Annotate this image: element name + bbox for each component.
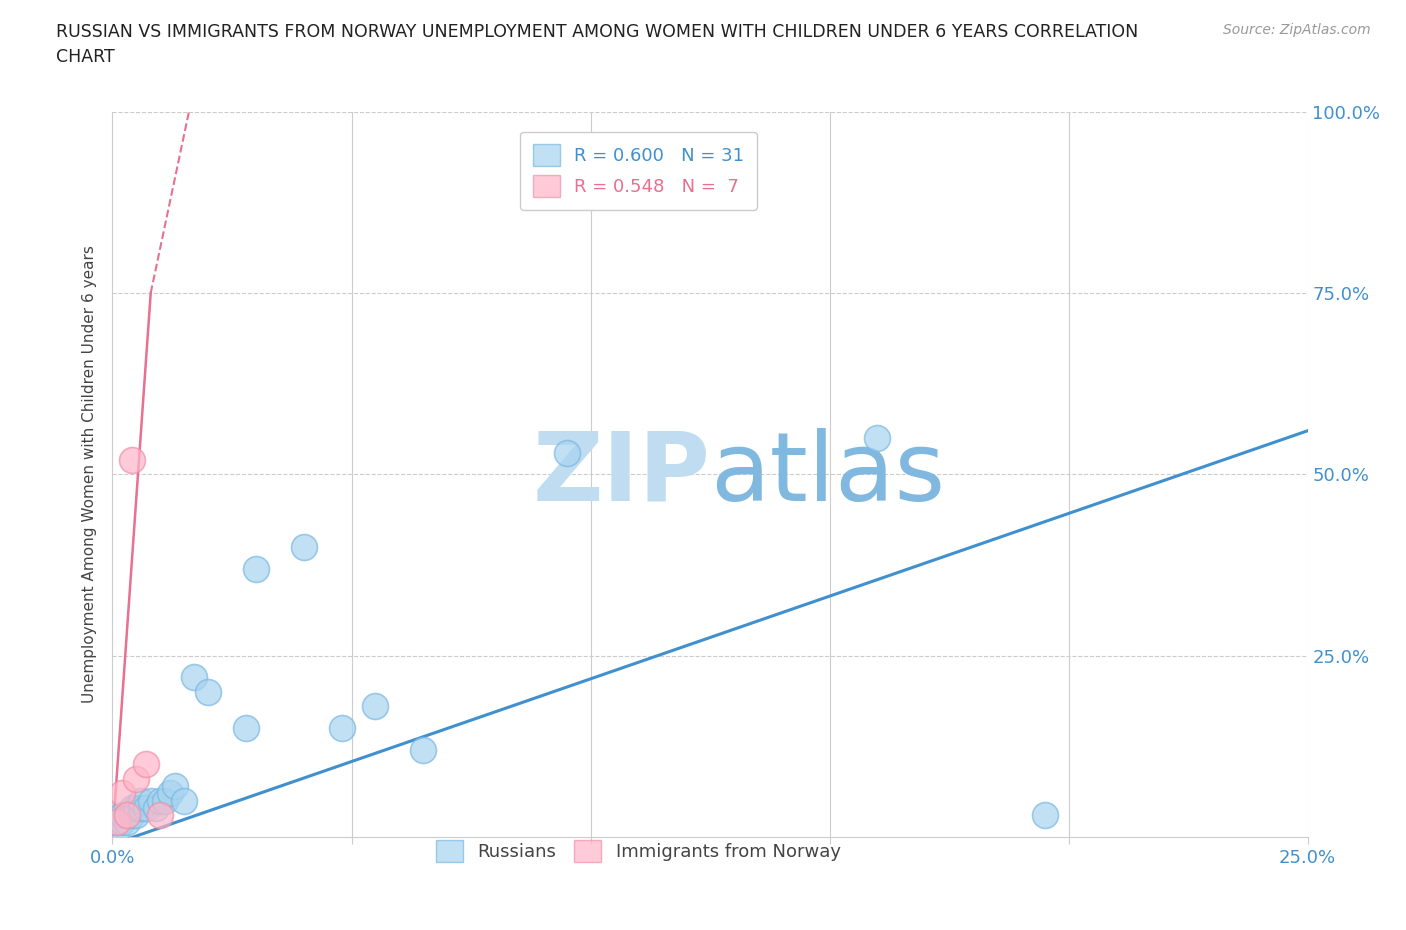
Point — [145, 801, 167, 816]
Point — [105, 822, 128, 837]
Point — [173, 793, 195, 808]
Point — [866, 431, 889, 445]
Point — [125, 808, 148, 823]
Point — [163, 778, 186, 793]
Point — [183, 670, 205, 684]
Point — [292, 539, 315, 554]
Point — [115, 808, 138, 823]
Point — [111, 808, 134, 823]
Text: CHART: CHART — [56, 48, 115, 66]
Point — [1033, 808, 1056, 823]
Point — [125, 801, 148, 816]
Legend: Russians, Immigrants from Norway: Russians, Immigrants from Norway — [427, 831, 849, 871]
Point — [412, 742, 434, 757]
Text: Source: ZipAtlas.com: Source: ZipAtlas.com — [1223, 23, 1371, 37]
Point — [115, 808, 138, 823]
Point — [235, 721, 257, 736]
Y-axis label: Unemployment Among Women with Children Under 6 years: Unemployment Among Women with Children U… — [82, 246, 97, 703]
Point — [105, 815, 128, 830]
Point — [121, 452, 143, 467]
Text: ZIP: ZIP — [531, 428, 710, 521]
Point — [129, 793, 152, 808]
Point — [111, 786, 134, 801]
Point — [105, 815, 128, 830]
Point — [121, 808, 143, 823]
Text: RUSSIAN VS IMMIGRANTS FROM NORWAY UNEMPLOYMENT AMONG WOMEN WITH CHILDREN UNDER 6: RUSSIAN VS IMMIGRANTS FROM NORWAY UNEMPL… — [56, 23, 1139, 41]
Point — [129, 801, 152, 816]
Point — [121, 801, 143, 816]
Point — [139, 793, 162, 808]
Point — [555, 445, 578, 460]
Point — [149, 793, 172, 808]
Point — [135, 801, 157, 816]
Point — [197, 684, 219, 699]
Point — [115, 815, 138, 830]
Point — [159, 786, 181, 801]
Point — [364, 699, 387, 714]
Point — [245, 561, 267, 576]
Point — [135, 757, 157, 772]
Point — [125, 772, 148, 787]
Point — [149, 808, 172, 823]
Text: atlas: atlas — [710, 428, 945, 521]
Point — [111, 815, 134, 830]
Point — [330, 721, 353, 736]
Point — [153, 793, 176, 808]
